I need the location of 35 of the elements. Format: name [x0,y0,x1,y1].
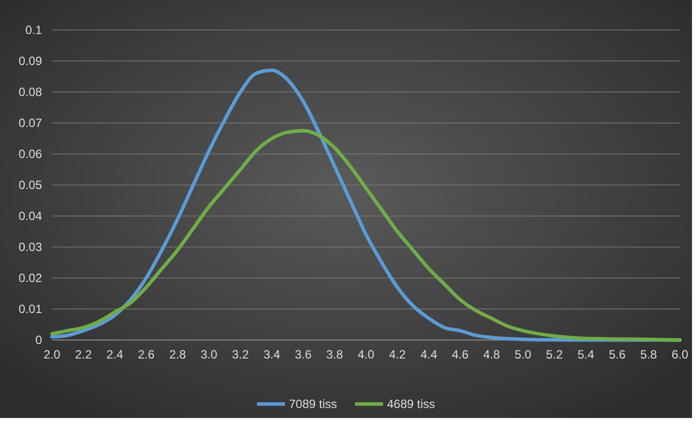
x-tick-label: 5.2 [546,348,564,362]
x-tick-label: 4.2 [389,348,406,362]
y-tick-label: 0.05 [18,178,42,192]
x-tick-label: 6.0 [672,348,689,362]
y-tick-label: 0.03 [18,240,42,254]
line-series [50,129,682,342]
x-tick-label: 3.8 [326,348,344,362]
x-tick-label: 4.0 [358,348,375,362]
x-tick-label: 3.0 [200,348,218,362]
y-tick-label: 0.01 [18,302,42,316]
x-tick-label: 2.6 [138,348,155,362]
y-tick-label: 0.1 [25,22,42,37]
legend-label: 4689 tiss [387,397,436,411]
y-tick-label: 0 [35,332,42,347]
y-tick-label: 0.08 [18,84,42,99]
y-tick-label: 0.02 [18,270,42,285]
y-tick-label: 0.04 [18,208,42,223]
x-tick-label: 2.4 [106,348,124,362]
x-tick-label: 5.4 [577,348,594,362]
legend-label: 7089 tiss [288,397,337,411]
x-tick-label: 3.2 [232,348,250,362]
x-tick-label: 4.4 [420,348,438,362]
x-tick-label: 5.0 [514,348,532,362]
x-tick-label: 3.6 [294,348,312,362]
x-tick-label: 5.8 [640,348,658,362]
x-tick-label: 5.6 [608,348,626,362]
x-tick-label: 3.4 [263,348,280,362]
y-tick-label: 0.07 [18,116,42,130]
x-tick-label: 2.0 [44,348,61,362]
x-tick-label: 4.8 [483,348,500,362]
y-tick-label: 0.09 [18,54,42,68]
x-tick-label: 2.8 [169,348,186,362]
x-tick-label: 4.6 [452,348,469,362]
x-tick-label: 2.2 [75,348,92,362]
y-tick-label: 0.06 [18,146,42,161]
